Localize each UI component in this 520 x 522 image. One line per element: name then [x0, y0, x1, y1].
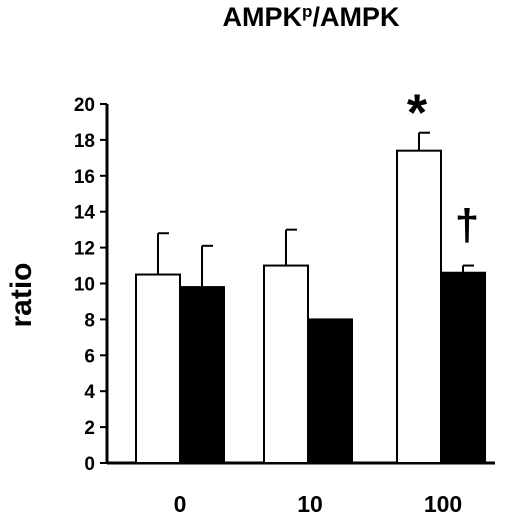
x-category-label: 0 — [174, 491, 187, 517]
y-tick-label: 14 — [74, 203, 96, 224]
x-category-label: 100 — [424, 491, 462, 517]
chart-title-tail: /AMPK — [312, 2, 400, 32]
bar — [179, 286, 225, 464]
plot-area: 0 2 4 6 8 10 12 14 16 18 20 0 10 100 * † — [74, 85, 495, 517]
significance-marker: † — [455, 201, 479, 250]
y-tick-label: 2 — [84, 418, 95, 439]
y-tick-label: 18 — [74, 131, 95, 152]
y-tick-label: 4 — [84, 382, 95, 403]
y-tick-label: 8 — [84, 310, 95, 331]
chart-title-main: AMPK — [223, 2, 303, 32]
y-tick-label: 10 — [74, 275, 95, 296]
y-axis-label: ratio — [5, 262, 38, 327]
significance-marker: * — [407, 85, 428, 143]
y-tick-label: 12 — [74, 239, 95, 260]
chart-title-superscript: p — [302, 2, 312, 21]
y-tick-label: 0 — [84, 454, 95, 475]
x-category-label: 10 — [297, 491, 323, 517]
y-tick-label: 20 — [74, 95, 95, 116]
bar — [440, 271, 486, 465]
y-tick-label: 6 — [84, 346, 95, 367]
bar — [396, 149, 442, 464]
bar — [307, 318, 353, 464]
bar — [263, 264, 309, 464]
y-tick-label: 16 — [74, 167, 95, 188]
chart-title: AMPKp/AMPK — [223, 2, 400, 32]
bar — [135, 273, 181, 464]
